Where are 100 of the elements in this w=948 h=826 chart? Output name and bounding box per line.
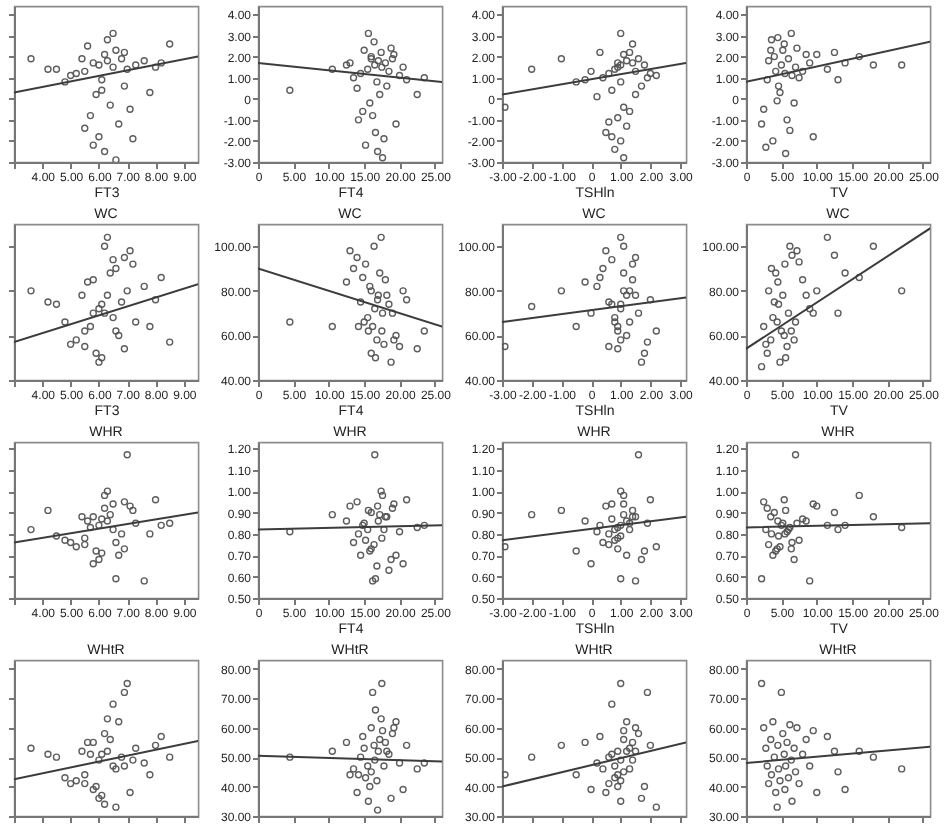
point (363, 65, 372, 73)
point (123, 679, 131, 688)
point (841, 785, 849, 794)
point (774, 765, 783, 773)
point (106, 510, 114, 519)
point (617, 304, 625, 313)
point (834, 76, 842, 84)
point (129, 260, 137, 268)
point (769, 551, 777, 559)
point (367, 287, 375, 295)
point (617, 756, 625, 764)
point (652, 71, 661, 80)
point (628, 276, 637, 284)
point (402, 296, 411, 304)
point (793, 44, 801, 52)
point (786, 126, 794, 135)
point (784, 309, 793, 317)
point (106, 735, 114, 744)
point (652, 543, 661, 551)
point (328, 747, 337, 755)
point (625, 744, 634, 752)
point (643, 519, 652, 527)
point (622, 331, 631, 340)
point (776, 88, 784, 97)
point (640, 61, 649, 69)
point (786, 721, 794, 729)
point (109, 63, 117, 71)
point (557, 55, 566, 63)
point (767, 530, 776, 538)
point (92, 547, 100, 555)
point (388, 309, 397, 317)
point (360, 318, 368, 326)
point (770, 298, 779, 306)
point (83, 278, 92, 286)
point (622, 718, 631, 726)
point (402, 76, 411, 84)
point (360, 46, 368, 54)
point (769, 718, 777, 726)
point (364, 797, 373, 805)
point (781, 149, 790, 158)
point (349, 73, 358, 82)
point (371, 756, 379, 764)
point (117, 753, 126, 761)
point (596, 273, 604, 282)
point (353, 84, 361, 92)
point (502, 771, 509, 779)
point (98, 750, 106, 758)
point (527, 510, 536, 519)
point (772, 788, 780, 797)
point (381, 276, 390, 284)
point (346, 59, 354, 67)
point (106, 101, 114, 109)
point (628, 513, 637, 521)
point (502, 342, 509, 351)
point (572, 547, 580, 555)
point (869, 61, 878, 69)
point (371, 706, 380, 714)
point (420, 73, 429, 82)
point (378, 309, 387, 317)
point (757, 120, 766, 128)
point (757, 362, 766, 371)
point (72, 69, 80, 78)
point (354, 771, 363, 779)
point (89, 560, 97, 568)
point (106, 269, 114, 277)
point (634, 309, 643, 317)
point (795, 73, 803, 82)
point (773, 318, 781, 326)
point (120, 762, 129, 770)
point (770, 753, 779, 761)
point (115, 551, 123, 559)
point (619, 726, 628, 735)
point (109, 500, 117, 508)
point (371, 304, 379, 313)
point (617, 61, 625, 69)
point (81, 534, 89, 542)
point (798, 67, 807, 76)
point (52, 65, 61, 73)
point (805, 59, 814, 67)
point (798, 750, 807, 758)
point (52, 753, 61, 761)
point (770, 52, 779, 61)
point (781, 506, 790, 515)
point (146, 322, 154, 331)
point (628, 506, 637, 515)
point (120, 345, 129, 353)
point (897, 765, 906, 773)
point (373, 336, 381, 344)
point (617, 137, 625, 145)
point (81, 771, 89, 779)
point (83, 738, 92, 747)
point (370, 540, 378, 549)
point (385, 67, 393, 76)
point (353, 788, 361, 797)
point (387, 794, 395, 803)
point (834, 309, 842, 317)
point (759, 498, 768, 506)
point (44, 65, 52, 73)
point (387, 358, 395, 366)
point (788, 797, 796, 805)
